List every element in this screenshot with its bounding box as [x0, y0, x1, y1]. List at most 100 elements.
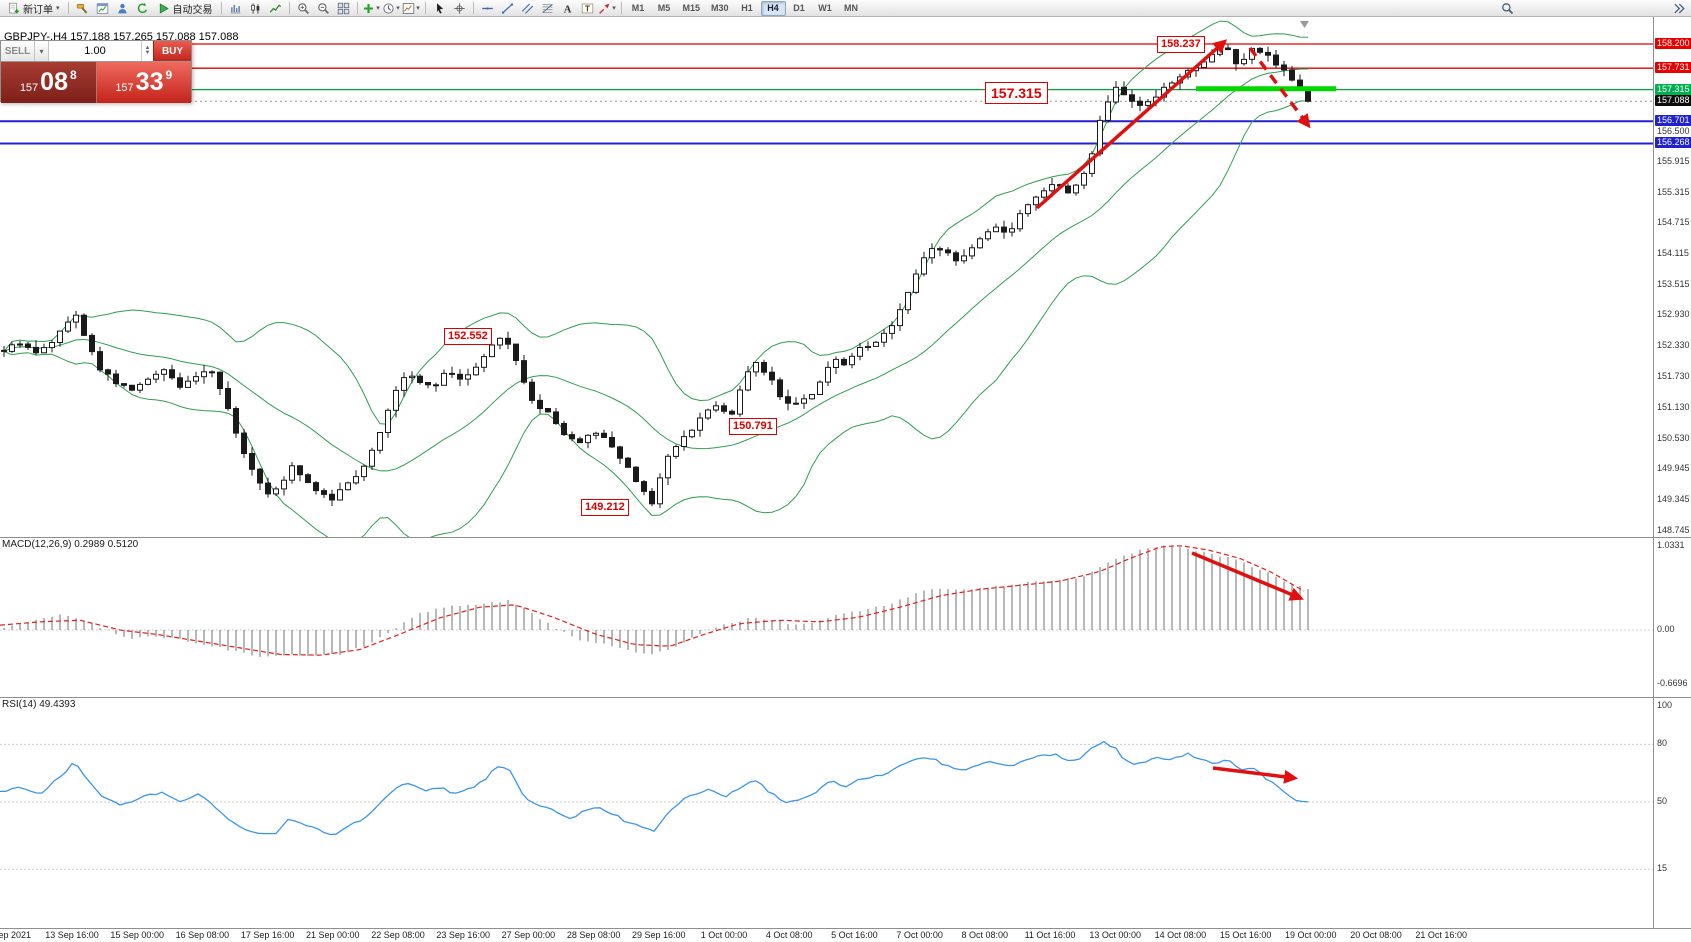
- periods-icon[interactable]: ▾: [382, 1, 401, 16]
- price-annotation-152.552[interactable]: 152.552: [444, 328, 492, 345]
- dropdown-caret-icon[interactable]: ▾: [56, 4, 60, 12]
- rsi-arrow-down[interactable]: [1212, 766, 1299, 784]
- sell-price-prefix: 157: [19, 81, 39, 94]
- time-label: 21 Sep 00:00: [306, 930, 360, 940]
- tile-glyph: [337, 2, 349, 14]
- refresh-glyph: [137, 2, 147, 13]
- time-label: 19 Oct 00:00: [1285, 930, 1337, 940]
- channel-glyph: [521, 3, 533, 14]
- price-annotation-157.315[interactable]: 157.315: [985, 82, 1048, 104]
- buy-price-button[interactable]: 157 33 9: [96, 62, 191, 103]
- page-plus-glyph: [9, 2, 19, 13]
- price-tick-156.268: 156.268: [1655, 137, 1691, 148]
- time-label: 22 Sep 08:00: [371, 930, 425, 940]
- chart-shift-marker-icon[interactable]: [1300, 21, 1309, 28]
- price-tick-151.130: 151.130: [1657, 402, 1690, 412]
- one-click-trading-widget[interactable]: SELL ▾ 1.00 ▲ ▼ BUY 157 08 8 157 33 9: [0, 40, 192, 103]
- rsi-tick-50: 50: [1657, 796, 1668, 806]
- price-annotation-150.791[interactable]: 150.791: [729, 418, 777, 435]
- person-glyph: [117, 3, 127, 13]
- price-tick-157.315: 157.315: [1655, 84, 1691, 95]
- macd-signal-line: [0, 545, 1305, 656]
- sell-button[interactable]: SELL: [1, 41, 35, 61]
- trend-arrow-up[interactable]: [1035, 39, 1228, 210]
- time-axis[interactable]: 9 Sep 2021 13 Sep 16:00 15 Sep 00:00 16 Sep…: [0, 929, 1653, 942]
- auto-trading-button[interactable]: 自动交易: [153, 1, 217, 16]
- time-label: 27 Sep 00:00: [501, 930, 556, 940]
- indicators-icon[interactable]: ▾: [362, 1, 381, 16]
- plus-green-glyph: [364, 3, 374, 13]
- macd-label: MACD(12,26,9) 0.2989 0.5120: [2, 539, 139, 550]
- zoom-in-icon[interactable]: [294, 1, 313, 16]
- zoom-out-icon[interactable]: [314, 1, 333, 16]
- dropdown-caret-icon[interactable]: ▾: [612, 4, 616, 12]
- splitter-rsi-timeaxis[interactable]: [0, 928, 1691, 929]
- toolbar-separator: [220, 2, 222, 14]
- dropdown-caret-icon[interactable]: ▾: [376, 4, 380, 12]
- sell-price-sup: 8: [69, 68, 77, 82]
- price-tick-157.088: 157.088: [1655, 95, 1691, 106]
- dropdown-caret-icon[interactable]: ▾: [416, 4, 420, 12]
- dropdown-caret-icon[interactable]: ▾: [396, 4, 400, 12]
- bollinger-middle-band[interactable]: [3, 68, 1309, 472]
- time-label: 8 Oct 08:00: [961, 930, 1009, 940]
- line-chart-icon[interactable]: [266, 1, 285, 16]
- bar-chart-icon[interactable]: [226, 1, 245, 16]
- trendline-icon[interactable]: [498, 1, 517, 16]
- sell-price-button[interactable]: 157 08 8: [1, 62, 97, 103]
- price-tick-156.701: 156.701: [1655, 115, 1691, 126]
- macd-panel[interactable]: MACD(12,26,9) 0.2989 0.5120: [0, 538, 1653, 697]
- hammer-tools-icon[interactable]: [73, 1, 92, 16]
- fibonacci-icon[interactable]: [538, 1, 557, 16]
- timeframe-w1[interactable]: W1: [818, 2, 832, 13]
- price-tick-156.500: 156.500: [1657, 126, 1690, 136]
- volume-stepper[interactable]: ▲ ▼: [141, 41, 153, 61]
- order-type-dropdown[interactable]: ▾: [35, 41, 49, 61]
- timeframe-h4[interactable]: H4: [760, 0, 786, 16]
- macd-tick-1.0331: 1.0331: [1657, 540, 1685, 550]
- templates-icon[interactable]: ▾: [402, 1, 421, 16]
- timeframe-d1[interactable]: D1: [793, 2, 805, 13]
- splitter-macd-rsi[interactable]: [0, 697, 1691, 698]
- timeframe-m15[interactable]: M15: [682, 2, 701, 13]
- line-chart-glyph: [269, 3, 281, 13]
- candlestick-chart-icon[interactable]: [246, 1, 265, 16]
- timeframe-m30[interactable]: M30: [711, 2, 729, 13]
- arrows-icon[interactable]: ▾: [598, 1, 617, 16]
- timeframe-h1[interactable]: H1: [741, 2, 753, 13]
- rsi-canvas: [0, 740, 1653, 870]
- timeframe-mn[interactable]: MN: [844, 2, 859, 13]
- horizontal-line-icon[interactable]: [478, 1, 497, 16]
- volume-field[interactable]: 1.00 ▲ ▼: [49, 41, 153, 61]
- buy-button[interactable]: BUY: [153, 41, 191, 61]
- refresh-icon[interactable]: [133, 1, 152, 16]
- crosshair-icon[interactable]: [450, 1, 469, 16]
- splitter-main-macd[interactable]: [0, 537, 1691, 538]
- price-axis[interactable]: 158.200 157.731 157.315 157.088 156.701 156.5…: [1653, 17, 1691, 928]
- time-label: 11 Oct 16:00: [1024, 930, 1076, 940]
- price-tick-149.345: 149.345: [1657, 494, 1690, 504]
- volume-value[interactable]: 1.00: [84, 45, 106, 57]
- channel-icon[interactable]: [518, 1, 537, 16]
- zoom-out-glyph: [317, 2, 329, 14]
- search-icon[interactable]: [1498, 1, 1517, 16]
- chart-profile-icon[interactable]: [93, 1, 112, 16]
- price-annotation-149.212[interactable]: 149.212: [581, 499, 629, 516]
- tile-windows-icon[interactable]: [334, 1, 353, 16]
- macd-arrow-down[interactable]: [1191, 551, 1304, 601]
- text-icon[interactable]: A: [558, 1, 577, 16]
- bollinger-upper-band[interactable]: [3, 20, 1309, 425]
- price-annotation-158.237[interactable]: 158.237: [1157, 36, 1205, 53]
- bollinger-lower-band[interactable]: [3, 100, 1309, 537]
- rsi-panel[interactable]: RSI(14) 49.4393: [0, 698, 1653, 928]
- market-watch-icon[interactable]: [113, 1, 132, 16]
- main-chart-panel[interactable]: GBPJPY-,H4 157.188 157.265 157.088 157.0…: [0, 17, 1653, 537]
- price-tick-149.945: 149.945: [1657, 463, 1690, 473]
- new-order-button[interactable]: 新订单 ▾: [3, 1, 64, 16]
- cursor-icon[interactable]: [430, 1, 449, 16]
- timeframe-m1[interactable]: M1: [631, 2, 645, 13]
- toolbar-overflow-icon[interactable]: [1669, 1, 1688, 16]
- text-label-icon[interactable]: T: [578, 1, 597, 16]
- timeframe-m5[interactable]: M5: [657, 2, 671, 13]
- rsi-label: RSI(14) 49.4393: [2, 699, 76, 710]
